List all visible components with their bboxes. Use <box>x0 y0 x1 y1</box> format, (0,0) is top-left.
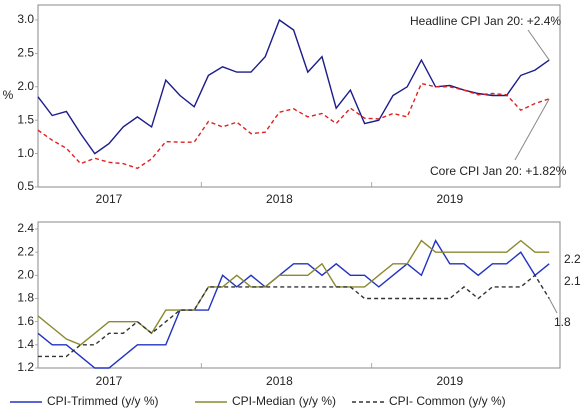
annotation: 1.8 <box>554 315 571 329</box>
plot-frame <box>37 221 561 369</box>
y-tick-label: 0.5 <box>17 179 34 193</box>
y-tick-label: 2.5 <box>17 46 34 60</box>
series-line <box>37 239 550 369</box>
y-tick-label: 1.6 <box>17 314 34 328</box>
y-tick-label: 1.4 <box>17 337 34 351</box>
annotation: Core CPI Jan 20: +1.82% <box>430 164 567 178</box>
leader-line <box>527 29 550 61</box>
legend-label: CPI-Median (y/y %) <box>232 394 336 408</box>
annotation: 2.2 <box>564 252 581 266</box>
x-tick-label: 2017 <box>96 374 123 388</box>
x-tick-label: 2018 <box>266 192 293 206</box>
legend-label: CPI- Common (y/y %) <box>389 394 506 408</box>
x-tick-label: 2017 <box>96 192 123 206</box>
y-tick-label: 1.2 <box>17 360 34 374</box>
leader-line <box>548 298 558 314</box>
series-line <box>38 274 550 358</box>
series-line <box>37 18 550 155</box>
y-tick-label: 2.4 <box>17 221 34 235</box>
y-tick-label: 1.5 <box>17 112 34 126</box>
plot-frame <box>37 4 561 188</box>
series-line <box>37 82 550 170</box>
y-tick-label: 1.0 <box>17 146 34 160</box>
y-tick-label: 1.8 <box>17 291 34 305</box>
leader-line <box>514 98 550 161</box>
annotation: 2.1 <box>564 274 581 288</box>
y-axis-label: % <box>3 88 14 102</box>
y-tick-label: 2.2 <box>17 244 34 258</box>
annotation: Headline CPI Jan 20: +2.4% <box>410 14 561 28</box>
x-tick-label: 2018 <box>266 374 293 388</box>
series-line <box>37 239 550 346</box>
y-tick-label: 2.0 <box>17 268 34 282</box>
y-tick-label: 3.0 <box>17 12 34 26</box>
legend-label: CPI-Trimmed (y/y %) <box>47 394 159 408</box>
x-tick-label: 2019 <box>436 192 463 206</box>
y-tick-label: 2.0 <box>17 79 34 93</box>
x-tick-label: 2019 <box>436 374 463 388</box>
